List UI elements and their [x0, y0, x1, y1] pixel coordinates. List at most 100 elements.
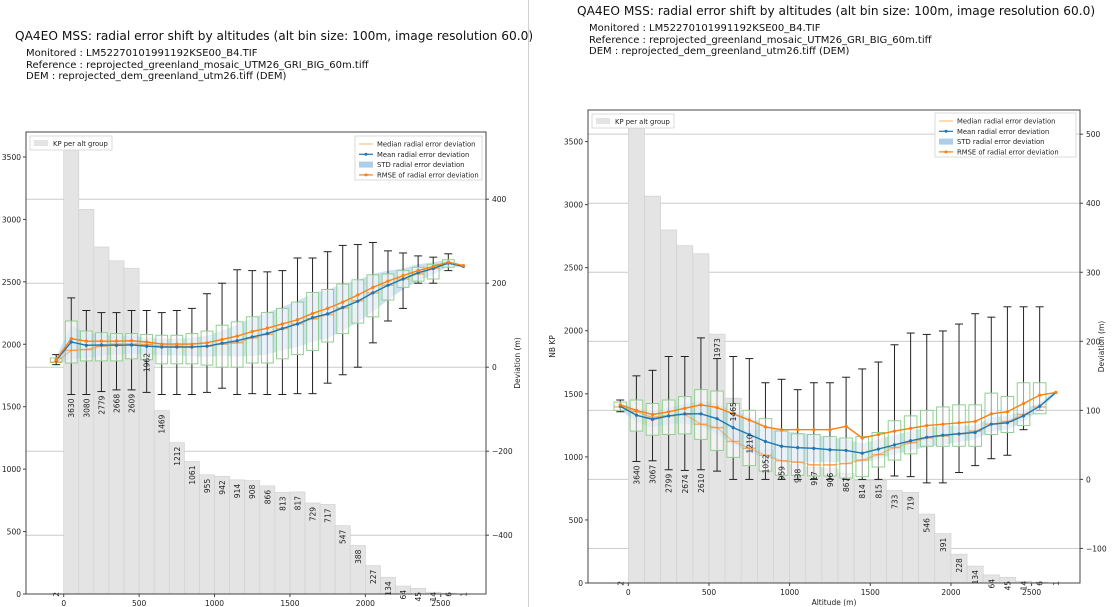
rmse-point: [250, 329, 254, 334]
bar-count-label: 908: [248, 484, 257, 499]
iqr-box: [887, 420, 902, 461]
left-chart-panel: QA4EO MSS: radial error shift by altitud…: [0, 0, 534, 607]
x-tick-label: 1000: [780, 588, 799, 597]
bar-count-label: 3640: [632, 465, 641, 484]
rmse-point: [371, 285, 375, 289]
y2-tick-label: 300: [1086, 268, 1101, 277]
bar-count-label: 817: [293, 496, 302, 511]
mean-point: [99, 343, 104, 347]
rmse-point: [265, 326, 269, 330]
rmse-point: [310, 311, 315, 316]
bar-count-label: 733: [890, 494, 899, 509]
bar-count-label: 547: [339, 529, 348, 544]
mean-point: [876, 447, 880, 451]
mean-point: [295, 322, 300, 326]
rmse-point: [1038, 393, 1042, 397]
x-tick-label: 2500: [431, 599, 450, 607]
mean-point: [699, 412, 703, 416]
iqr-box: [919, 409, 934, 447]
rmse-point: [341, 300, 345, 304]
mean-point: [265, 332, 269, 336]
iqr-box: [291, 301, 304, 356]
iqr-box: [903, 415, 918, 455]
bar-count-label: 959: [778, 466, 787, 481]
chart-title: QA4EO MSS: radial error shift by altitud…: [15, 29, 534, 43]
rmse-point: [941, 422, 945, 426]
y2-tick-label: −100: [1086, 544, 1107, 553]
bar-count-label: 3630: [67, 398, 76, 417]
bar-count-label: 2609: [128, 394, 137, 413]
mean-point: [160, 345, 164, 349]
mean-point: [683, 412, 687, 416]
line-legend: Median radial error deviation Mean radial…: [354, 135, 483, 181]
legend-label: KP per alt group: [53, 140, 108, 148]
dem-file: DEM : reprojected_dem_greenland_utm26.ti…: [589, 46, 850, 58]
legend-label: Median radial error deviation: [377, 141, 475, 149]
rmse-point: [145, 340, 149, 344]
bar-count-label: 955: [203, 479, 212, 494]
iqr-box: [968, 404, 982, 447]
bar-count-label: 2779: [97, 395, 106, 414]
reference-file: Reference : reprojected_greenland_mosaic…: [26, 59, 369, 71]
chart-title: QA4EO MSS: radial error shift by altitud…: [577, 4, 1096, 18]
legend-swatch-bars: [34, 140, 48, 146]
mean-point: [1038, 404, 1042, 408]
y-tick-label: 500: [7, 528, 22, 537]
bar-count-label: 1210: [745, 434, 754, 453]
mean-point: [828, 448, 832, 452]
rmse-point: [957, 421, 961, 425]
mean-point: [371, 291, 375, 295]
bar-count-label: 228: [955, 558, 964, 573]
reference-file: Reference : reprojected_greenland_mosaic…: [589, 34, 932, 46]
mean-point: [941, 433, 945, 437]
bar-count-label: 813: [278, 496, 287, 511]
bar-count-label: 729: [309, 507, 318, 522]
x-tick-label: 2000: [941, 588, 960, 597]
chart-metadata: Monitored : LM52270101991192KSE00_B4.TIF…: [26, 48, 369, 83]
bar-count-label: 942: [218, 480, 227, 495]
line-legend: Median radial error deviation Mean radial…: [934, 112, 1077, 158]
mean-point: [634, 413, 638, 417]
x-tick-label: 1000: [205, 599, 224, 607]
y2-tick-label: −200: [492, 447, 513, 456]
dem-file: DEM : reprojected_dem_greenland_utm26.ti…: [26, 71, 287, 83]
rmse-point: [205, 341, 209, 345]
iqr-box: [185, 333, 199, 365]
legend-frame: [354, 135, 483, 181]
bar-count-label: 2674: [681, 474, 690, 493]
y2-axis-label: Deviation (m): [513, 337, 522, 388]
rmse-point: [973, 419, 977, 424]
legend-marker-rmse: [364, 173, 368, 177]
x-axis-label: Altitude (m): [812, 598, 857, 607]
bar-count-label: 1052: [761, 454, 770, 473]
mean-point: [747, 432, 751, 437]
mean-point: [250, 335, 254, 339]
y2-tick-label: 0: [1086, 475, 1091, 484]
rmse-point: [401, 274, 405, 278]
mean-line: [619, 391, 1057, 454]
y-axis-label: NB KP: [548, 335, 557, 358]
iqr-box: [710, 390, 724, 451]
rmse-line: [620, 391, 1056, 439]
rmse-point: [280, 322, 284, 326]
iqr-box: [758, 418, 773, 472]
rmse-point: [1054, 390, 1058, 395]
y-tick-label: 2000: [564, 327, 583, 336]
y2-tick-label: 400: [1086, 199, 1101, 208]
bar-count-label: 391: [939, 537, 948, 552]
mean-point: [401, 277, 405, 281]
bar-count-label: 719: [907, 496, 916, 511]
chart-metadata: Monitored : LM52270101991192KSE00_B4.TIF…: [589, 23, 932, 58]
x-tick-label: 0: [61, 599, 66, 607]
right-chart-panel: QA4EO MSS: radial error shift by altitud…: [537, 0, 1116, 607]
bar-count-label: 815: [874, 484, 883, 499]
bar-count-label: 45: [414, 592, 423, 602]
rmse-point: [114, 339, 119, 343]
bar-count-label: 1973: [713, 338, 722, 357]
legend-frame: [591, 113, 675, 129]
rmse-point: [812, 428, 816, 432]
rmse-point: [876, 432, 880, 437]
iqr-box: [823, 436, 837, 477]
bar-count-label: 1962: [143, 353, 152, 372]
